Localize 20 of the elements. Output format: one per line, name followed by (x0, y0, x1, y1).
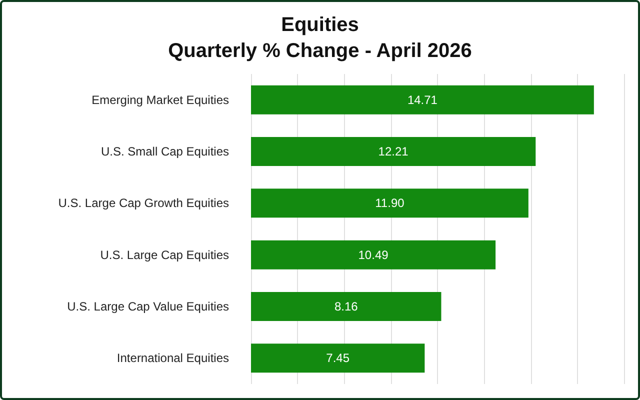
y-tick-label: U.S. Small Cap Equities (100, 144, 229, 158)
y-tick-label: U.S. Large Cap Equities (100, 248, 229, 262)
bar (251, 292, 442, 321)
y-tick-label: Emerging Market Equities (92, 92, 229, 107)
data-label: 14.71 (407, 92, 438, 107)
bar (251, 344, 425, 373)
chart-subtitle: Quarterly % Change - April 2026 (168, 40, 472, 62)
y-tick-label: U.S. Large Cap Growth Equities (58, 196, 229, 210)
data-label: 8.16 (334, 300, 358, 314)
data-label: 12.21 (378, 144, 409, 158)
data-label: 11.90 (375, 196, 405, 210)
data-label: 7.45 (326, 351, 350, 366)
y-tick-label: International Equities (116, 351, 229, 366)
bar (251, 137, 536, 166)
bar (251, 188, 528, 218)
y-tick-label: U.S. Large Cap Value Equities (67, 300, 229, 314)
chart-title: Equities (281, 14, 359, 36)
bar (251, 85, 594, 114)
data-label: 10.49 (358, 248, 389, 262)
bar (251, 240, 496, 270)
